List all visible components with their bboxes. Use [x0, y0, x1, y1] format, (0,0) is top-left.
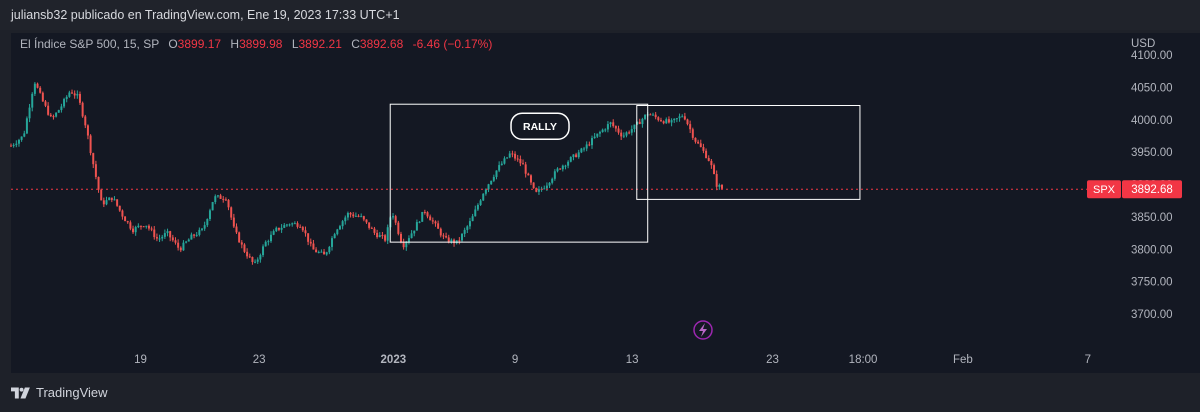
brand-name: TradingView: [36, 385, 108, 400]
chart-pane[interactable]: [11, 33, 1119, 373]
publisher-bar: juliansb32 publicado en TradingView.com,…: [0, 0, 1200, 30]
high-label: H: [230, 37, 240, 51]
low-label: L: [291, 37, 299, 51]
open-value: 3899.17: [177, 37, 222, 51]
footer: [0, 373, 1200, 412]
change-value: -6.46 (−0.17%): [412, 37, 493, 51]
high-value: 3899.98: [239, 37, 283, 51]
low-value: 3892.21: [298, 37, 342, 51]
open-label: O: [168, 37, 178, 51]
publisher-text: juliansb32 publicado en TradingView.com,…: [11, 8, 400, 22]
symbol-name: El Índice S&P 500, 15, SP: [20, 37, 159, 51]
tradingview-logo[interactable]: TradingView: [11, 385, 108, 400]
currency-label: USD: [1131, 38, 1156, 50]
price-axis[interactable]: [1119, 33, 1200, 373]
tv-logo-icon: [11, 386, 30, 399]
close-label: C: [351, 37, 360, 51]
close-value: 3892.68: [359, 37, 404, 51]
symbol-legend: El Índice S&P 500, 15, SP O3899.17 H3899…: [20, 37, 492, 51]
